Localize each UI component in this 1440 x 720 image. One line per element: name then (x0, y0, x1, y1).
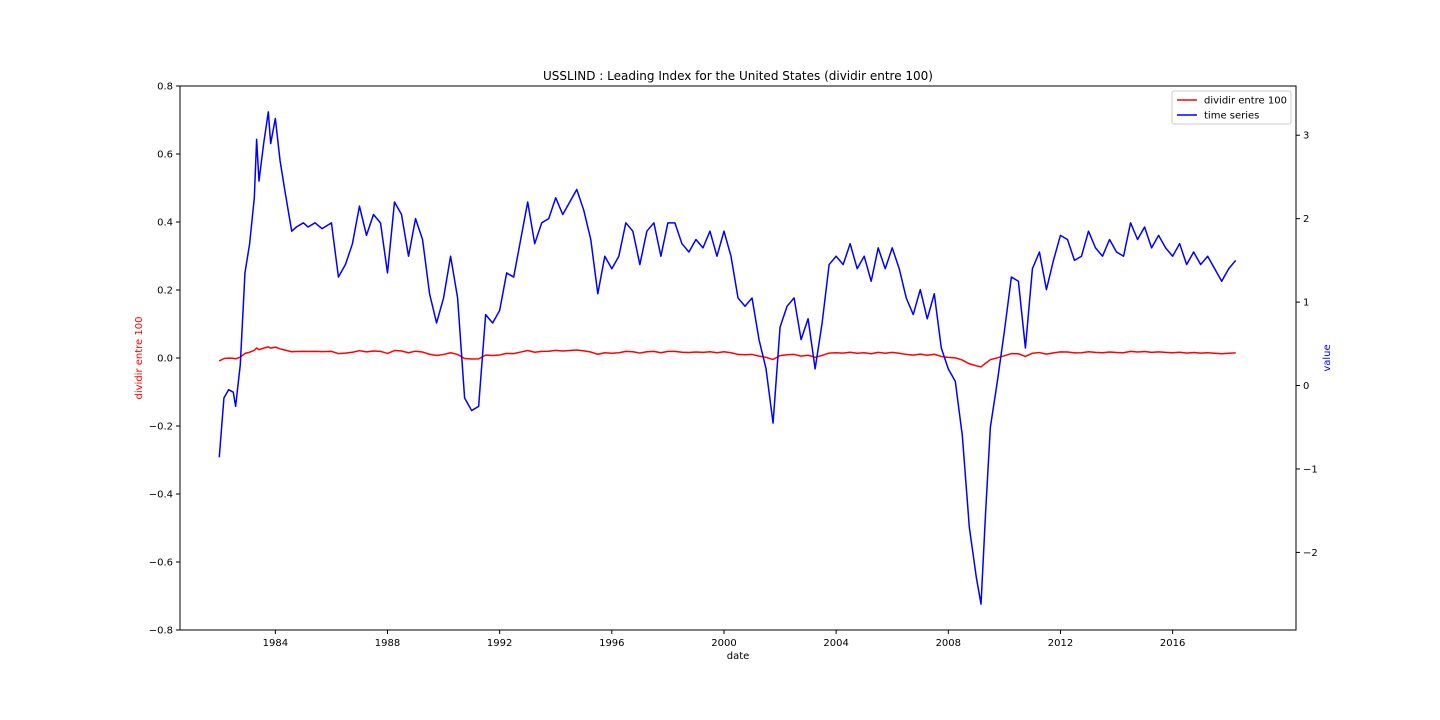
series-line-time-series (218, 111, 1237, 605)
y-axis-left-label: dividir entre 100 (134, 317, 145, 400)
y-axis-right: 3 2 1 0 −1 −2 (1296, 131, 1318, 559)
y-axis-left: 0.8 0.6 0.4 0.2 0.0 −0.2 −0.4 −0.6 −0.8 (149, 82, 180, 637)
y-right-tick-label: −1 (1303, 464, 1318, 475)
x-tick-label: 2004 (823, 638, 848, 649)
y-left-tick-label: 0.0 (157, 354, 173, 365)
x-tick-label: 2012 (1048, 638, 1073, 649)
y-right-tick-label: 3 (1303, 131, 1309, 142)
legend-label-time-series: time series (1204, 111, 1259, 122)
x-tick-label: 1984 (263, 638, 288, 649)
series-line-dividir (218, 346, 1236, 368)
y-right-tick-label: −2 (1303, 548, 1318, 559)
y-left-tick-label: −0.2 (149, 422, 173, 433)
y-left-tick-label: −0.4 (149, 490, 173, 501)
x-tick-label: 2000 (711, 638, 736, 649)
chart-title: USSLIND : Leading Index for the United S… (543, 69, 933, 83)
y-axis-right-label: value (1322, 344, 1333, 371)
legend-box (1171, 90, 1292, 125)
legend: dividir entre 100 time series (1171, 90, 1292, 125)
y-left-tick-label: −0.6 (149, 558, 173, 569)
series-layer (218, 111, 1237, 605)
x-axis-label: date (727, 651, 750, 662)
x-axis: 1984 1988 1992 1996 2000 2004 2008 2012 2016 (263, 630, 1185, 649)
y-left-tick-label: 0.8 (157, 82, 173, 93)
x-tick-label: 1992 (487, 638, 512, 649)
legend-label-dividir: dividir entre 100 (1204, 96, 1287, 107)
x-tick-label: 2008 (936, 638, 961, 649)
y-right-tick-label: 1 (1303, 298, 1309, 309)
y-right-tick-label: 2 (1303, 214, 1309, 225)
x-tick-label: 1988 (375, 638, 400, 649)
x-tick-label: 2016 (1160, 638, 1185, 649)
y-left-tick-label: −0.8 (149, 626, 173, 637)
y-left-tick-label: 0.4 (157, 218, 173, 229)
y-right-tick-label: 0 (1303, 381, 1309, 392)
x-tick-label: 1996 (599, 638, 624, 649)
y-left-tick-label: 0.2 (157, 286, 173, 297)
y-left-tick-label: 0.6 (157, 150, 173, 161)
